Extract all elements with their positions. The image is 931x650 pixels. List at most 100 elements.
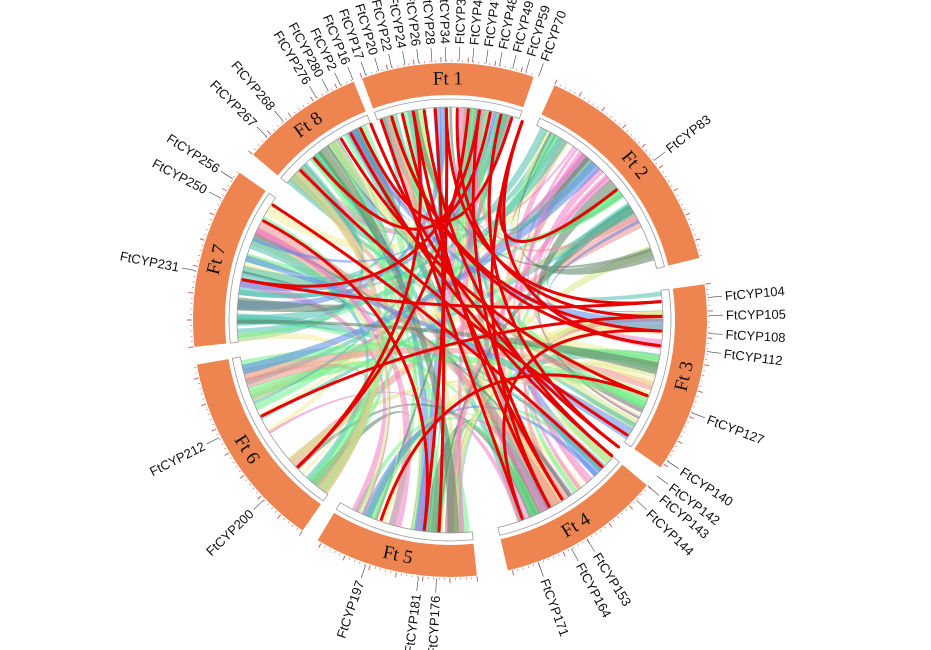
gene-marker bbox=[416, 577, 419, 592]
gene-label: FtCYP83 bbox=[663, 112, 714, 156]
synteny-ribbon bbox=[319, 147, 562, 507]
scale-tick bbox=[652, 158, 654, 160]
gene-marker bbox=[586, 539, 595, 552]
scale-tick bbox=[199, 238, 205, 241]
scale-tick bbox=[201, 403, 207, 407]
gene-marker bbox=[374, 57, 379, 72]
scale-tick bbox=[583, 97, 585, 100]
synteny-ribbon bbox=[380, 115, 561, 507]
gene-marker bbox=[707, 351, 722, 354]
scale-tick bbox=[233, 175, 236, 178]
scale-tick bbox=[687, 421, 690, 423]
gene-label: FtCYP34 bbox=[437, 0, 453, 44]
scale-tick bbox=[637, 141, 640, 144]
chromosome-segment bbox=[634, 284, 707, 468]
duplication-link bbox=[299, 169, 629, 437]
scale-tick bbox=[543, 560, 545, 563]
scale-tick bbox=[287, 112, 292, 118]
scale-tick bbox=[255, 491, 258, 494]
scale-tick bbox=[330, 88, 333, 91]
duplication-links bbox=[241, 107, 663, 533]
scale-tick bbox=[216, 433, 219, 436]
scale-tick bbox=[254, 148, 257, 151]
scale-tick bbox=[321, 93, 323, 96]
scale-tick bbox=[636, 497, 639, 500]
scale-tick bbox=[298, 108, 301, 111]
gene-marker bbox=[636, 499, 647, 510]
synteny-ribbon bbox=[237, 112, 508, 339]
scale-tick bbox=[618, 122, 621, 125]
scale-tick bbox=[562, 551, 566, 557]
scale-tick bbox=[277, 125, 279, 128]
scale-tick bbox=[224, 452, 230, 456]
scale-tick bbox=[658, 165, 664, 169]
gene-label: FtCYP108 bbox=[725, 327, 786, 345]
scale-tick bbox=[511, 570, 515, 576]
synteny-ribbon bbox=[457, 109, 495, 533]
gene-marker bbox=[208, 191, 222, 199]
duplication-link bbox=[260, 314, 663, 418]
scale-tick bbox=[691, 411, 694, 413]
scale-tick bbox=[689, 224, 692, 226]
scale-tick bbox=[199, 388, 202, 390]
gene-label: FtCYP181 bbox=[402, 593, 424, 650]
scale-tick bbox=[697, 390, 703, 393]
chromosome-segment bbox=[253, 81, 366, 176]
scale-tick bbox=[554, 79, 558, 85]
scale-tick bbox=[368, 565, 371, 571]
duplication-link bbox=[411, 110, 551, 508]
gene-marker bbox=[334, 72, 341, 86]
scale-tick bbox=[205, 408, 208, 411]
gene-label: FtCYP127 bbox=[705, 412, 766, 448]
scale-tick bbox=[648, 154, 651, 156]
scale-tick bbox=[494, 60, 497, 67]
scale-tick bbox=[675, 194, 678, 196]
scale-tick bbox=[680, 204, 684, 206]
scale-tick bbox=[683, 209, 686, 211]
scale-tick bbox=[283, 518, 286, 520]
duplication-link bbox=[312, 111, 492, 231]
scale-tick bbox=[188, 346, 194, 348]
duplication-link bbox=[471, 109, 564, 501]
chromosome-segment bbox=[193, 172, 266, 347]
scale-tick bbox=[324, 545, 326, 548]
scale-tick bbox=[678, 199, 681, 201]
chromosome-ring bbox=[193, 63, 707, 577]
scale-tick bbox=[553, 556, 555, 559]
scale-tick bbox=[354, 559, 356, 562]
scale-ticks bbox=[187, 57, 713, 583]
scale-tick bbox=[287, 521, 290, 524]
gene-marker bbox=[274, 110, 284, 122]
scale-tick bbox=[219, 199, 222, 201]
scale-tick bbox=[359, 72, 363, 78]
scale-tick bbox=[663, 463, 669, 468]
scale-tick bbox=[645, 149, 648, 152]
scale-tick bbox=[239, 474, 245, 479]
scale-tick bbox=[634, 137, 636, 140]
gene-marker bbox=[499, 51, 503, 66]
scale-tick bbox=[379, 568, 381, 571]
scale-tick bbox=[696, 396, 699, 398]
scale-tick bbox=[567, 549, 570, 552]
scale-tick bbox=[601, 106, 605, 112]
scale-tick bbox=[655, 162, 658, 165]
scale-tick bbox=[232, 461, 235, 464]
synteny-ribbon bbox=[546, 202, 662, 301]
scale-tick bbox=[692, 406, 696, 408]
gene-marker bbox=[347, 66, 354, 80]
scale-tick bbox=[334, 550, 336, 554]
scale-tick bbox=[689, 416, 695, 419]
scale-tick bbox=[569, 89, 571, 92]
scale-tick bbox=[374, 566, 376, 569]
scale-tick bbox=[587, 100, 590, 103]
gene-marker bbox=[656, 475, 669, 485]
scale-tick bbox=[365, 73, 368, 76]
scale-tick bbox=[592, 103, 595, 106]
scale-tick bbox=[517, 568, 519, 571]
duplication-link bbox=[369, 122, 621, 449]
synteny-ribbon bbox=[536, 179, 640, 420]
duplication-link bbox=[296, 110, 422, 469]
scale-tick bbox=[339, 553, 341, 556]
scale-tick bbox=[257, 144, 260, 147]
scale-tick bbox=[285, 118, 288, 121]
